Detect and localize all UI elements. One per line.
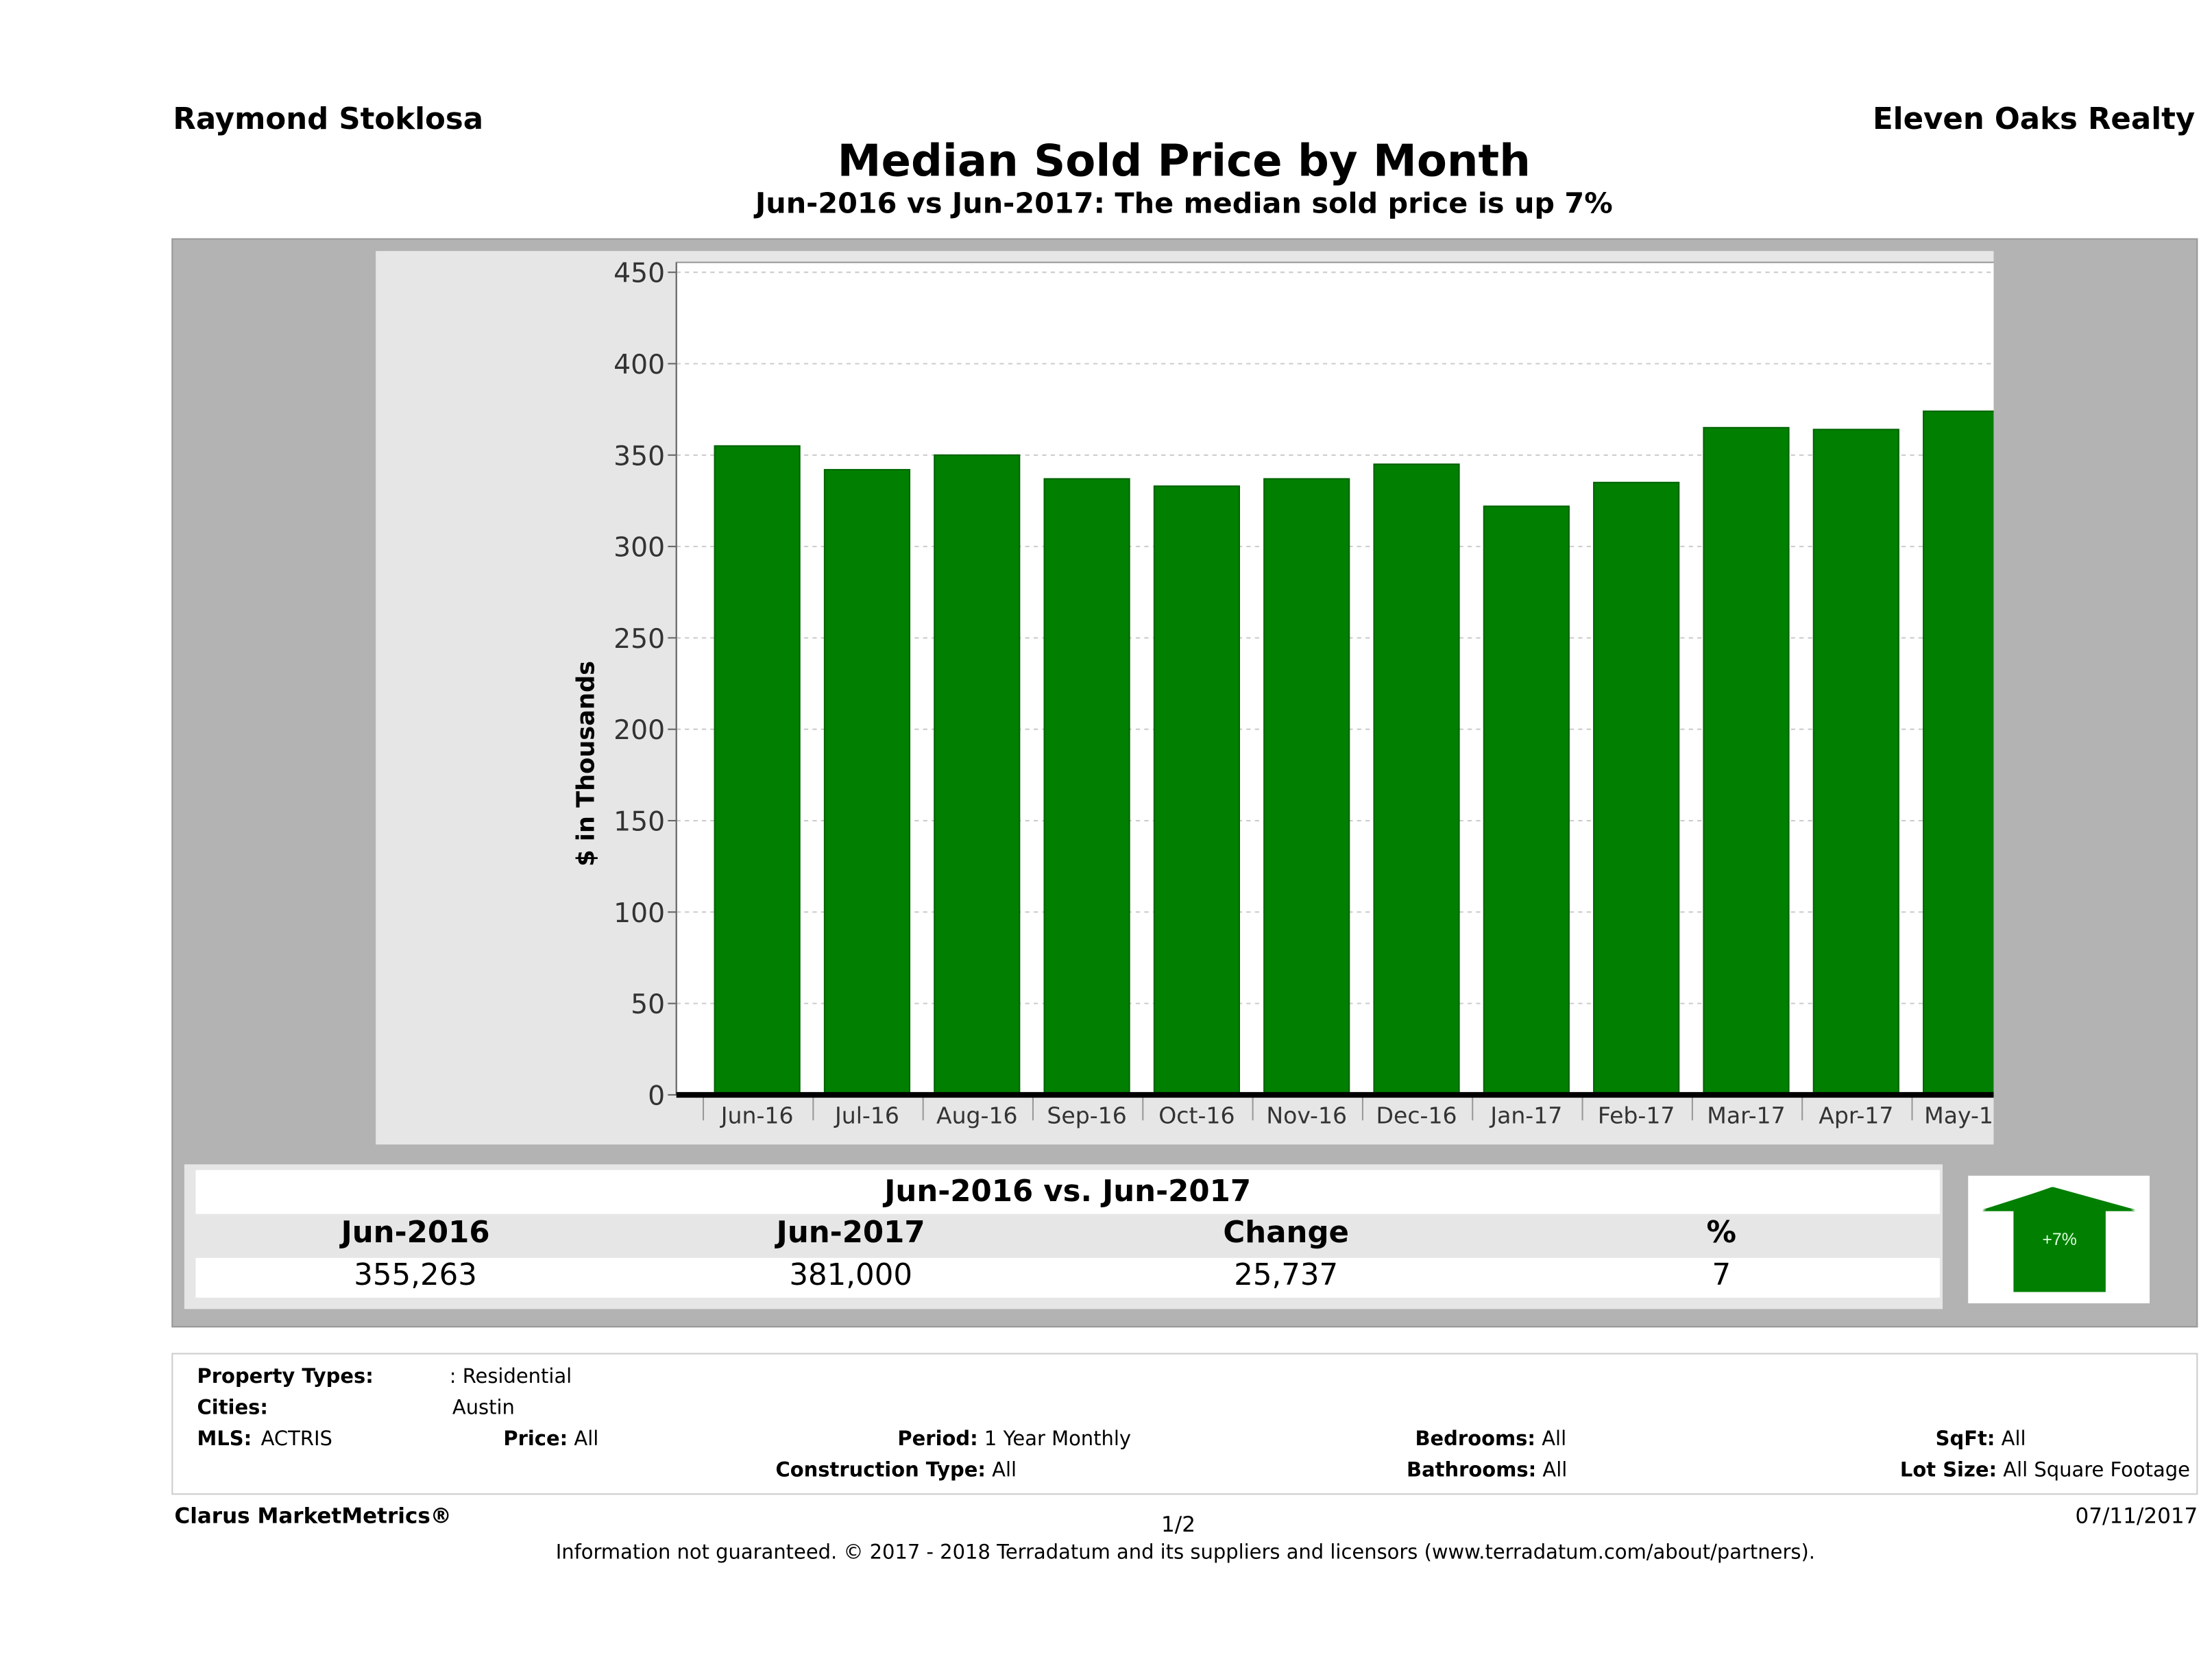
bar-Jun-16 <box>714 445 801 1096</box>
mls-value: ACTRIS <box>260 1428 332 1451</box>
header-change: Change <box>1223 1215 1350 1250</box>
chart-area: 0 50 100 150 200 250 300 350 400 450 $ in Thousand… <box>376 251 2149 1145</box>
bar-chart: 0 50 100 150 200 250 300 350 400 450 $ in Thousand… <box>572 258 2149 1128</box>
bar-May-17 <box>1923 410 2010 1096</box>
bathrooms-field: Bathrooms: All <box>1407 1460 1567 1482</box>
bar-Mar-17 <box>1703 426 1790 1096</box>
y-tick-label: 250 <box>613 624 665 655</box>
bathrooms-label: Bathrooms: <box>1407 1459 1537 1482</box>
bar-Jul-16 <box>823 469 911 1096</box>
price-label: Price: <box>503 1428 568 1451</box>
y-tick-label: 350 <box>613 441 665 472</box>
bedrooms-value: All <box>1542 1428 1567 1451</box>
x-tick-label: Jun-16 <box>720 1102 794 1128</box>
disclaimer: Information not guaranteed. © 2017 - 201… <box>555 1541 1815 1565</box>
x-tick-label: Apr-17 <box>1819 1102 1893 1128</box>
construction-field: Construction Type: All <box>776 1460 1017 1482</box>
bar-Feb-17 <box>1593 481 1680 1096</box>
y-axis-label: $ in Thousands <box>572 661 600 867</box>
bar-Dec-16 <box>1373 463 1460 1096</box>
bar-Oct-16 <box>1153 485 1240 1096</box>
summary-title-row: Jun-2016 vs. Jun-2017 <box>195 1170 1940 1214</box>
x-tick-label: Nov-16 <box>1266 1102 1347 1128</box>
summary-table: Jun-2016 vs. Jun-2017 Jun-2016 Jun-2017 … <box>184 1164 1943 1309</box>
criteria-box: Property Types: : Residential Cities: Au… <box>171 1353 2198 1495</box>
bar-Aug-16 <box>934 454 1021 1096</box>
chart-subtitle: Jun-2016 vs Jun-2017: The median sold pr… <box>755 185 1613 220</box>
bedrooms-field: Bedrooms: All <box>1415 1428 1566 1451</box>
x-tick-label: Mar-17 <box>1707 1102 1785 1128</box>
sqft-label: SqFt: <box>1935 1428 1995 1451</box>
report-date: 07/11/2017 <box>2075 1503 2198 1529</box>
construction-label: Construction Type: <box>775 1459 986 1482</box>
y-tick-label: 100 <box>613 898 665 929</box>
summary-header-row: Jun-2016 Jun-2017 Change % <box>195 1216 1939 1255</box>
x-tick-label: Oct-16 <box>1158 1102 1235 1128</box>
bar-Jan-17 <box>1483 505 1570 1096</box>
value-jun-2017: 381,000 <box>789 1257 912 1292</box>
sqft-value: All <box>2001 1428 2026 1451</box>
x-tick-label: Sep-16 <box>1047 1102 1126 1128</box>
price-field: Price: All <box>503 1428 598 1451</box>
company-name: Eleven Oaks Realty <box>1873 101 2196 136</box>
value-jun-2016: 355,263 <box>354 1257 477 1292</box>
brand: Clarus MarketMetrics® <box>174 1503 452 1529</box>
cities-label: Cities: <box>197 1397 268 1420</box>
bar-Nov-16 <box>1263 478 1350 1096</box>
y-tick-label: 400 <box>613 350 665 381</box>
bathrooms-value: All <box>1542 1459 1568 1482</box>
header-jun-2017: Jun-2017 <box>776 1215 925 1250</box>
sqft-field: SqFt: All <box>1936 1428 2026 1451</box>
lot-size-field: Lot Size: All Square Footage <box>1900 1460 2190 1482</box>
y-tick-label: 0 <box>648 1080 665 1111</box>
change-badge-label: +7% <box>2042 1229 2077 1250</box>
lot-size-value: All Square Footage <box>2003 1459 2190 1482</box>
x-tick-label: Aug-16 <box>936 1102 1018 1128</box>
cities-value: Austin <box>452 1397 515 1420</box>
y-tick-label: 50 <box>631 989 665 1020</box>
agent-name: Raymond Stoklosa <box>173 101 484 136</box>
summary-value-row: 355,263 381,000 25,737 7 <box>195 1257 1940 1298</box>
up-arrow-icon <box>1982 1187 2136 1292</box>
page-number: 1/2 <box>1161 1512 1195 1538</box>
x-tick-label: Jan-17 <box>1489 1102 1562 1128</box>
y-tick-label: 450 <box>613 258 665 289</box>
value-change: 25,737 <box>1234 1257 1339 1292</box>
bedrooms-label: Bedrooms: <box>1415 1428 1536 1451</box>
change-badge: +7% <box>1968 1175 2150 1304</box>
x-tick-label: Jul-16 <box>834 1102 899 1128</box>
lot-size-label: Lot Size: <box>1899 1459 1997 1482</box>
period-field: Period: 1 Year Monthly <box>897 1428 1131 1451</box>
property-types-value: : Residential <box>449 1366 572 1389</box>
x-tick-label: May-17 <box>1924 1102 1993 1128</box>
summary-title: Jun-2016 vs. Jun-2017 <box>884 1174 1252 1209</box>
x-tick-label: Dec-16 <box>1376 1102 1457 1128</box>
bar-Sep-16 <box>1043 478 1130 1096</box>
y-tick-label: 300 <box>613 533 665 564</box>
mls-label: MLS: <box>197 1428 252 1451</box>
header-jun-2016: Jun-2016 <box>341 1215 490 1250</box>
price-value: All <box>574 1428 599 1451</box>
bar-Apr-17 <box>1812 428 1899 1096</box>
value-percent: 7 <box>1712 1257 1731 1292</box>
x-tick-label: Feb-17 <box>1598 1102 1675 1128</box>
header-percent: % <box>1706 1215 1737 1250</box>
property-types-label: Property Types: <box>197 1366 374 1389</box>
y-tick-label: 200 <box>613 715 665 746</box>
chart-panel: 0 50 100 150 200 250 300 350 400 450 $ in Thousand… <box>171 238 2198 1328</box>
y-tick-label: 150 <box>613 807 665 838</box>
construction-value: All <box>992 1459 1017 1482</box>
chart-title: Median Sold Price by Month <box>837 136 1531 188</box>
period-label: Period: <box>897 1428 978 1451</box>
period-value: 1 Year Monthly <box>984 1428 1132 1451</box>
